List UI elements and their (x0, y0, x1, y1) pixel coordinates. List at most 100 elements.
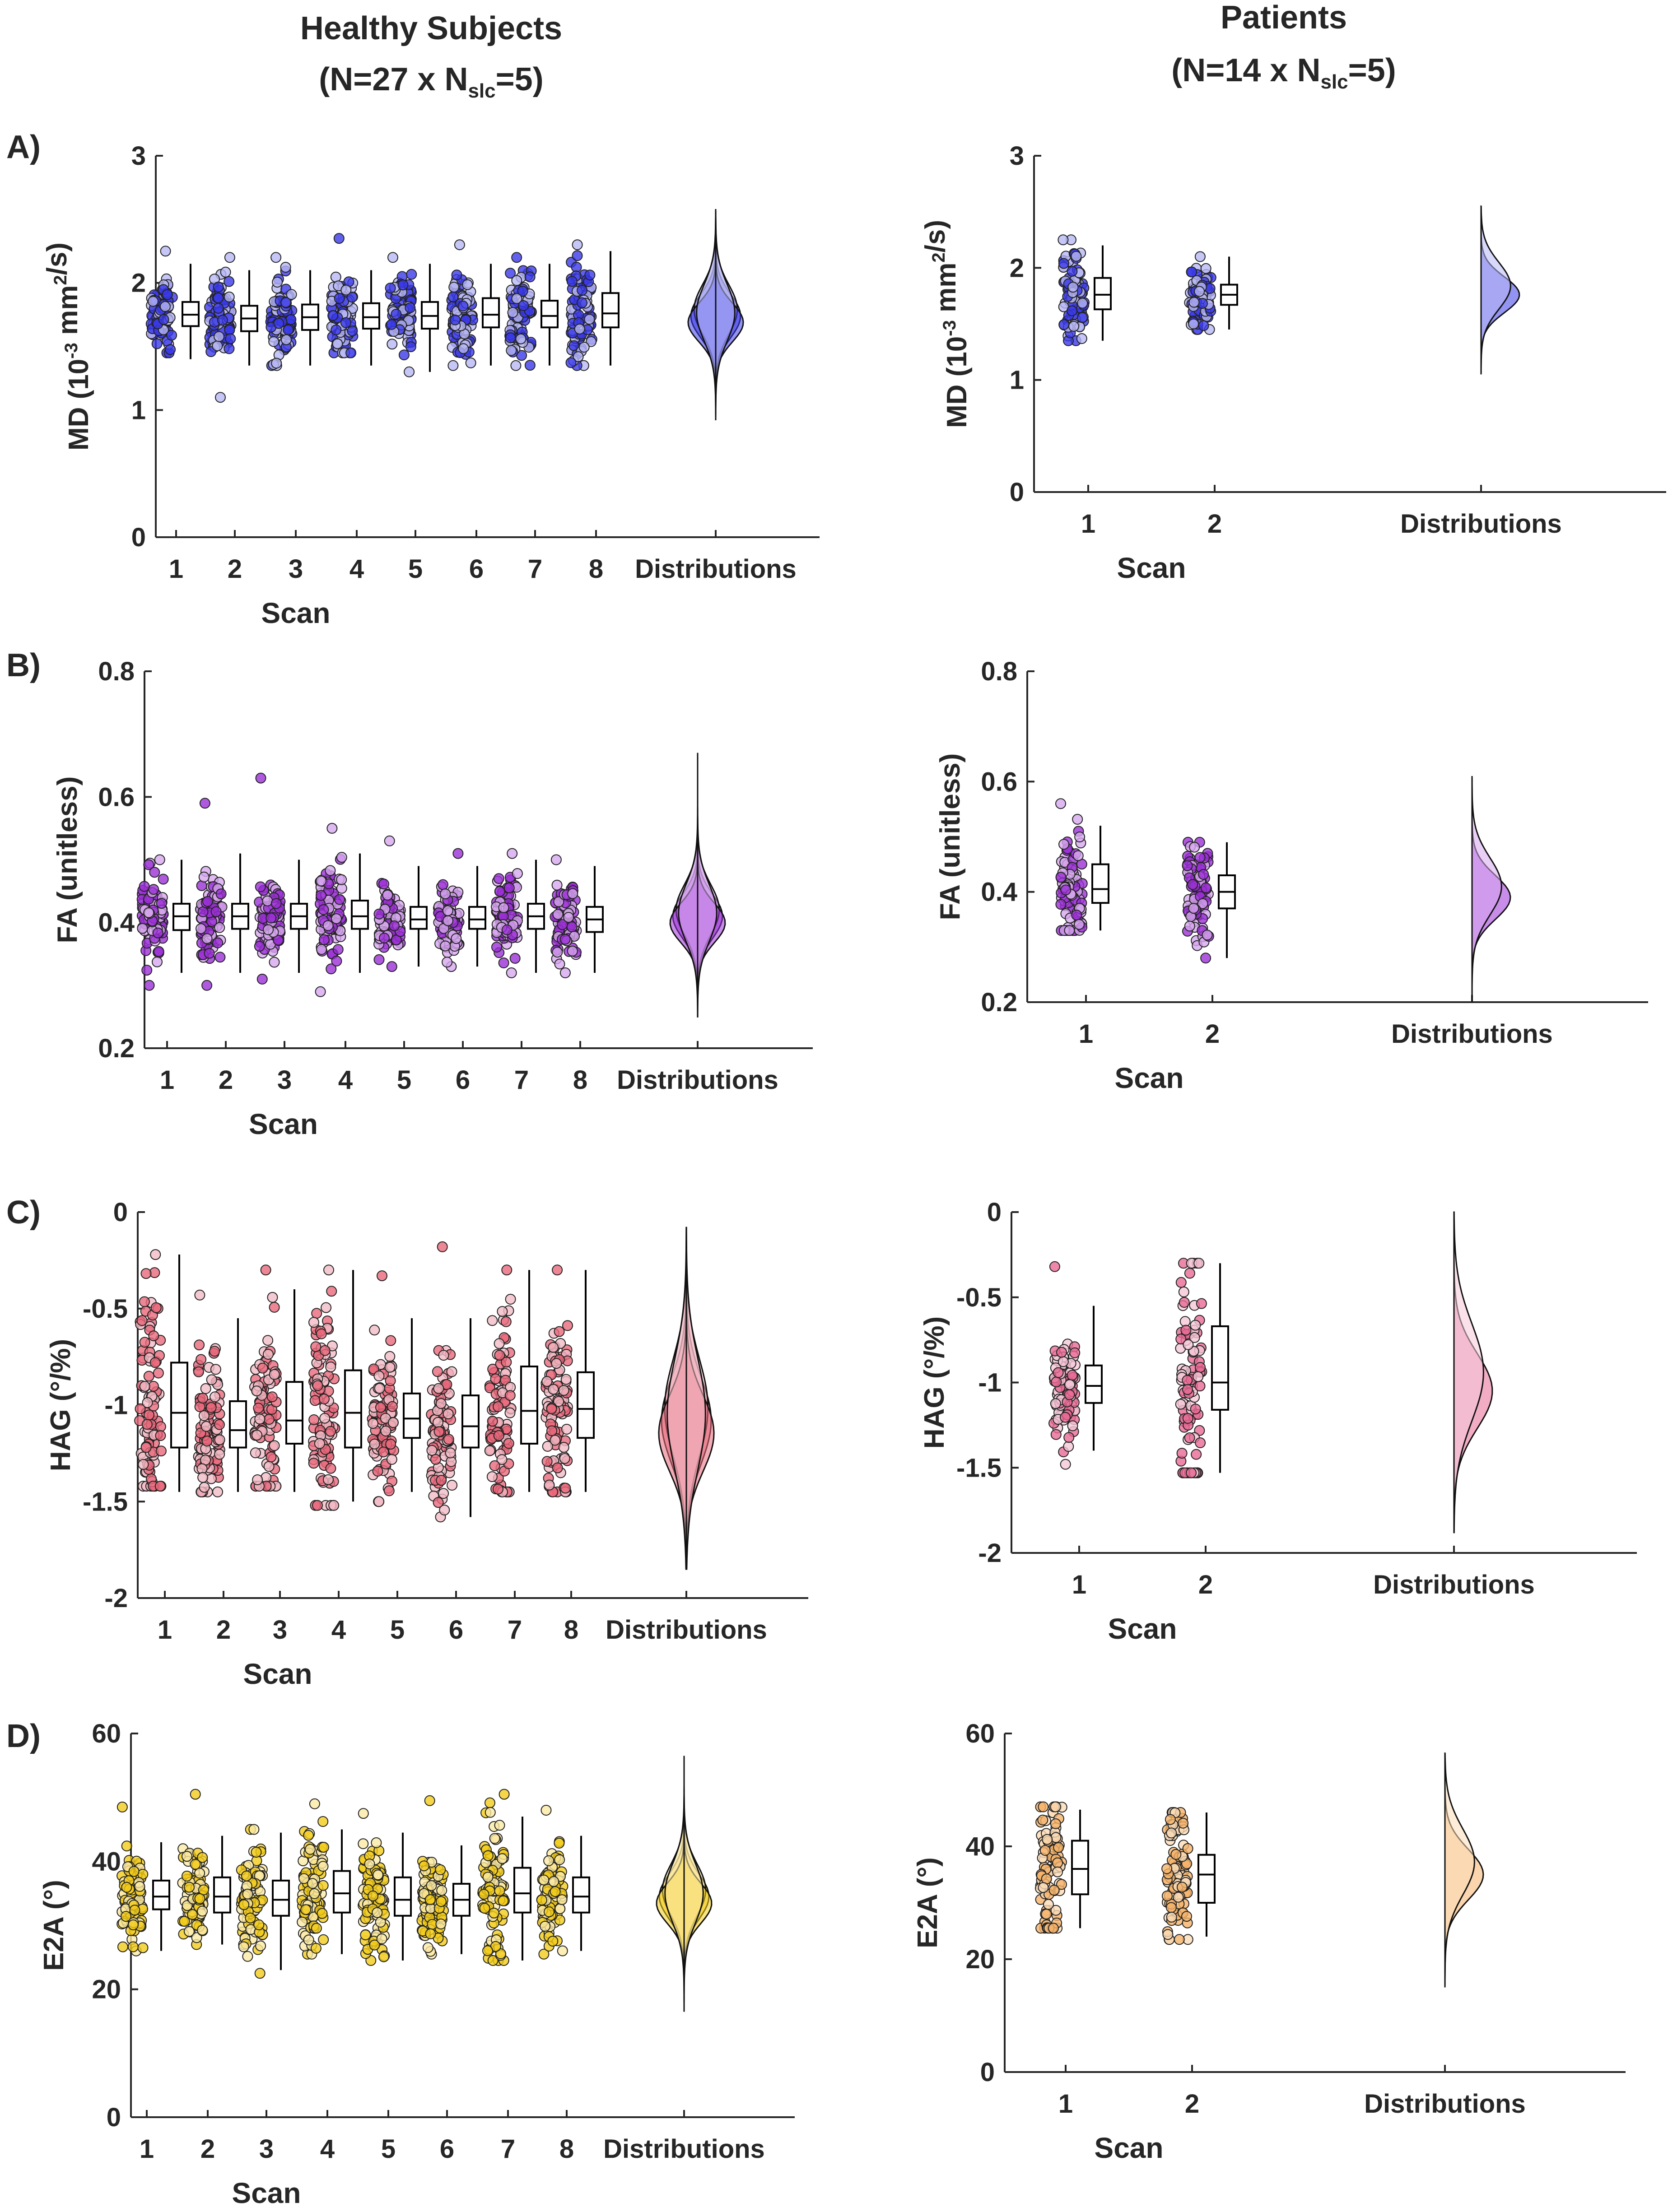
scatter-point (316, 875, 326, 887)
scatter-point (1064, 925, 1075, 936)
x-tick-label: 3 (277, 1065, 292, 1095)
scatter-point (517, 285, 528, 297)
scatter-point (501, 924, 513, 935)
x-tick-label: 2 (1205, 1019, 1220, 1049)
scatter-point (201, 933, 213, 944)
scatter-point (297, 1916, 308, 1928)
scatter-point (506, 967, 517, 978)
scatter-point (210, 906, 222, 917)
scatter-point (1170, 1849, 1182, 1860)
scatter-point (138, 1459, 149, 1470)
x-axis-label: Scan (1095, 2132, 1164, 2164)
scatter-point (252, 1430, 262, 1441)
scatter-point (1182, 1375, 1193, 1386)
scatter-point (383, 1485, 395, 1496)
scatter-point (148, 296, 158, 307)
scatter-point (139, 1337, 150, 1348)
scatter-point (1071, 910, 1082, 920)
y-tick-label: 40 (965, 1832, 995, 1861)
scatter-point (1188, 318, 1199, 330)
scatter-point (505, 1294, 516, 1305)
scatter-point (436, 1475, 447, 1486)
scatter-point (406, 269, 417, 280)
scatter-point (447, 291, 459, 302)
scatter-point (1182, 1384, 1193, 1395)
box (482, 297, 500, 329)
scatter-point (328, 1500, 340, 1511)
scatter-point (486, 1471, 498, 1482)
scatter-point (1058, 258, 1069, 269)
y-axis-label: MD (10-3 mm2/s) (42, 242, 94, 451)
scatter-point (565, 357, 577, 368)
scatter-point (1182, 1843, 1193, 1854)
scatter-point (238, 1899, 250, 1910)
box (344, 1369, 362, 1449)
y-tick-label: 1 (131, 395, 146, 425)
box (170, 1362, 188, 1449)
scatter-point (376, 1933, 387, 1944)
scatter-point (137, 923, 148, 934)
scatter-point (150, 1302, 162, 1313)
y-tick-label: 60 (965, 1719, 995, 1748)
scatter-point (561, 1424, 572, 1435)
scatter-point (141, 1419, 153, 1430)
scatter-point (331, 955, 342, 967)
scatter-point (1063, 1441, 1074, 1452)
scatter-point (1198, 869, 1209, 880)
scatter-point (1063, 1432, 1075, 1443)
scatter-point (567, 945, 578, 957)
box (1197, 1854, 1216, 1904)
x-axis-label: Scan (261, 597, 331, 629)
scatter-point (397, 279, 409, 291)
scatter-point (323, 1474, 334, 1485)
scatter-point (369, 1438, 380, 1450)
scatter-point (1050, 1801, 1061, 1812)
scatter-point (1175, 1277, 1187, 1288)
scatter-point (1050, 1429, 1062, 1440)
violin-shape (1480, 205, 1511, 375)
scatter-point (541, 1456, 553, 1467)
scatter-point (326, 1286, 337, 1297)
scatter-point (248, 1824, 260, 1835)
scatter-point (151, 338, 163, 349)
scatter-point (1200, 953, 1211, 964)
x-axis-label: Scan (249, 1108, 318, 1140)
scatter-point (224, 276, 235, 287)
scatter-point (160, 246, 171, 257)
scatter-point (505, 332, 516, 344)
scatter-point (1194, 286, 1205, 297)
x-tick-label: 1 (1081, 509, 1095, 539)
scatter-point (443, 1408, 454, 1419)
scatter-point (1182, 1413, 1193, 1424)
scatter-point (447, 360, 459, 371)
scatter-point (479, 1903, 490, 1914)
scatter-point (1178, 1286, 1189, 1297)
scatter-point (201, 980, 213, 991)
scatter-point (386, 1454, 397, 1465)
scatter-point (505, 268, 516, 279)
y-tick-label: 2 (131, 269, 146, 298)
scatter-point (1038, 1882, 1049, 1893)
scatter-point (212, 340, 223, 352)
scatter-point (334, 293, 345, 304)
scatter-point (1180, 1324, 1192, 1336)
scatter-point (552, 1264, 563, 1276)
scatter-point (566, 276, 578, 287)
scatter-point (548, 1342, 559, 1353)
scatter-point (241, 1870, 252, 1882)
scatter-point (388, 1417, 399, 1428)
scatter-point (212, 1486, 223, 1497)
scatter-point (497, 1306, 508, 1317)
scatter-point (128, 1866, 140, 1877)
scatter-point (360, 1929, 371, 1941)
y-tick-label: -1.5 (956, 1453, 1002, 1482)
box (1091, 863, 1109, 904)
violin-shape (1453, 1211, 1484, 1534)
scatter-point (318, 934, 330, 945)
x-tick-label: 1 (160, 1065, 174, 1095)
scatter-point (504, 1390, 516, 1401)
scatter-point (457, 300, 469, 311)
scatter-point (1194, 852, 1206, 863)
x-tick-label: 7 (514, 1065, 529, 1095)
